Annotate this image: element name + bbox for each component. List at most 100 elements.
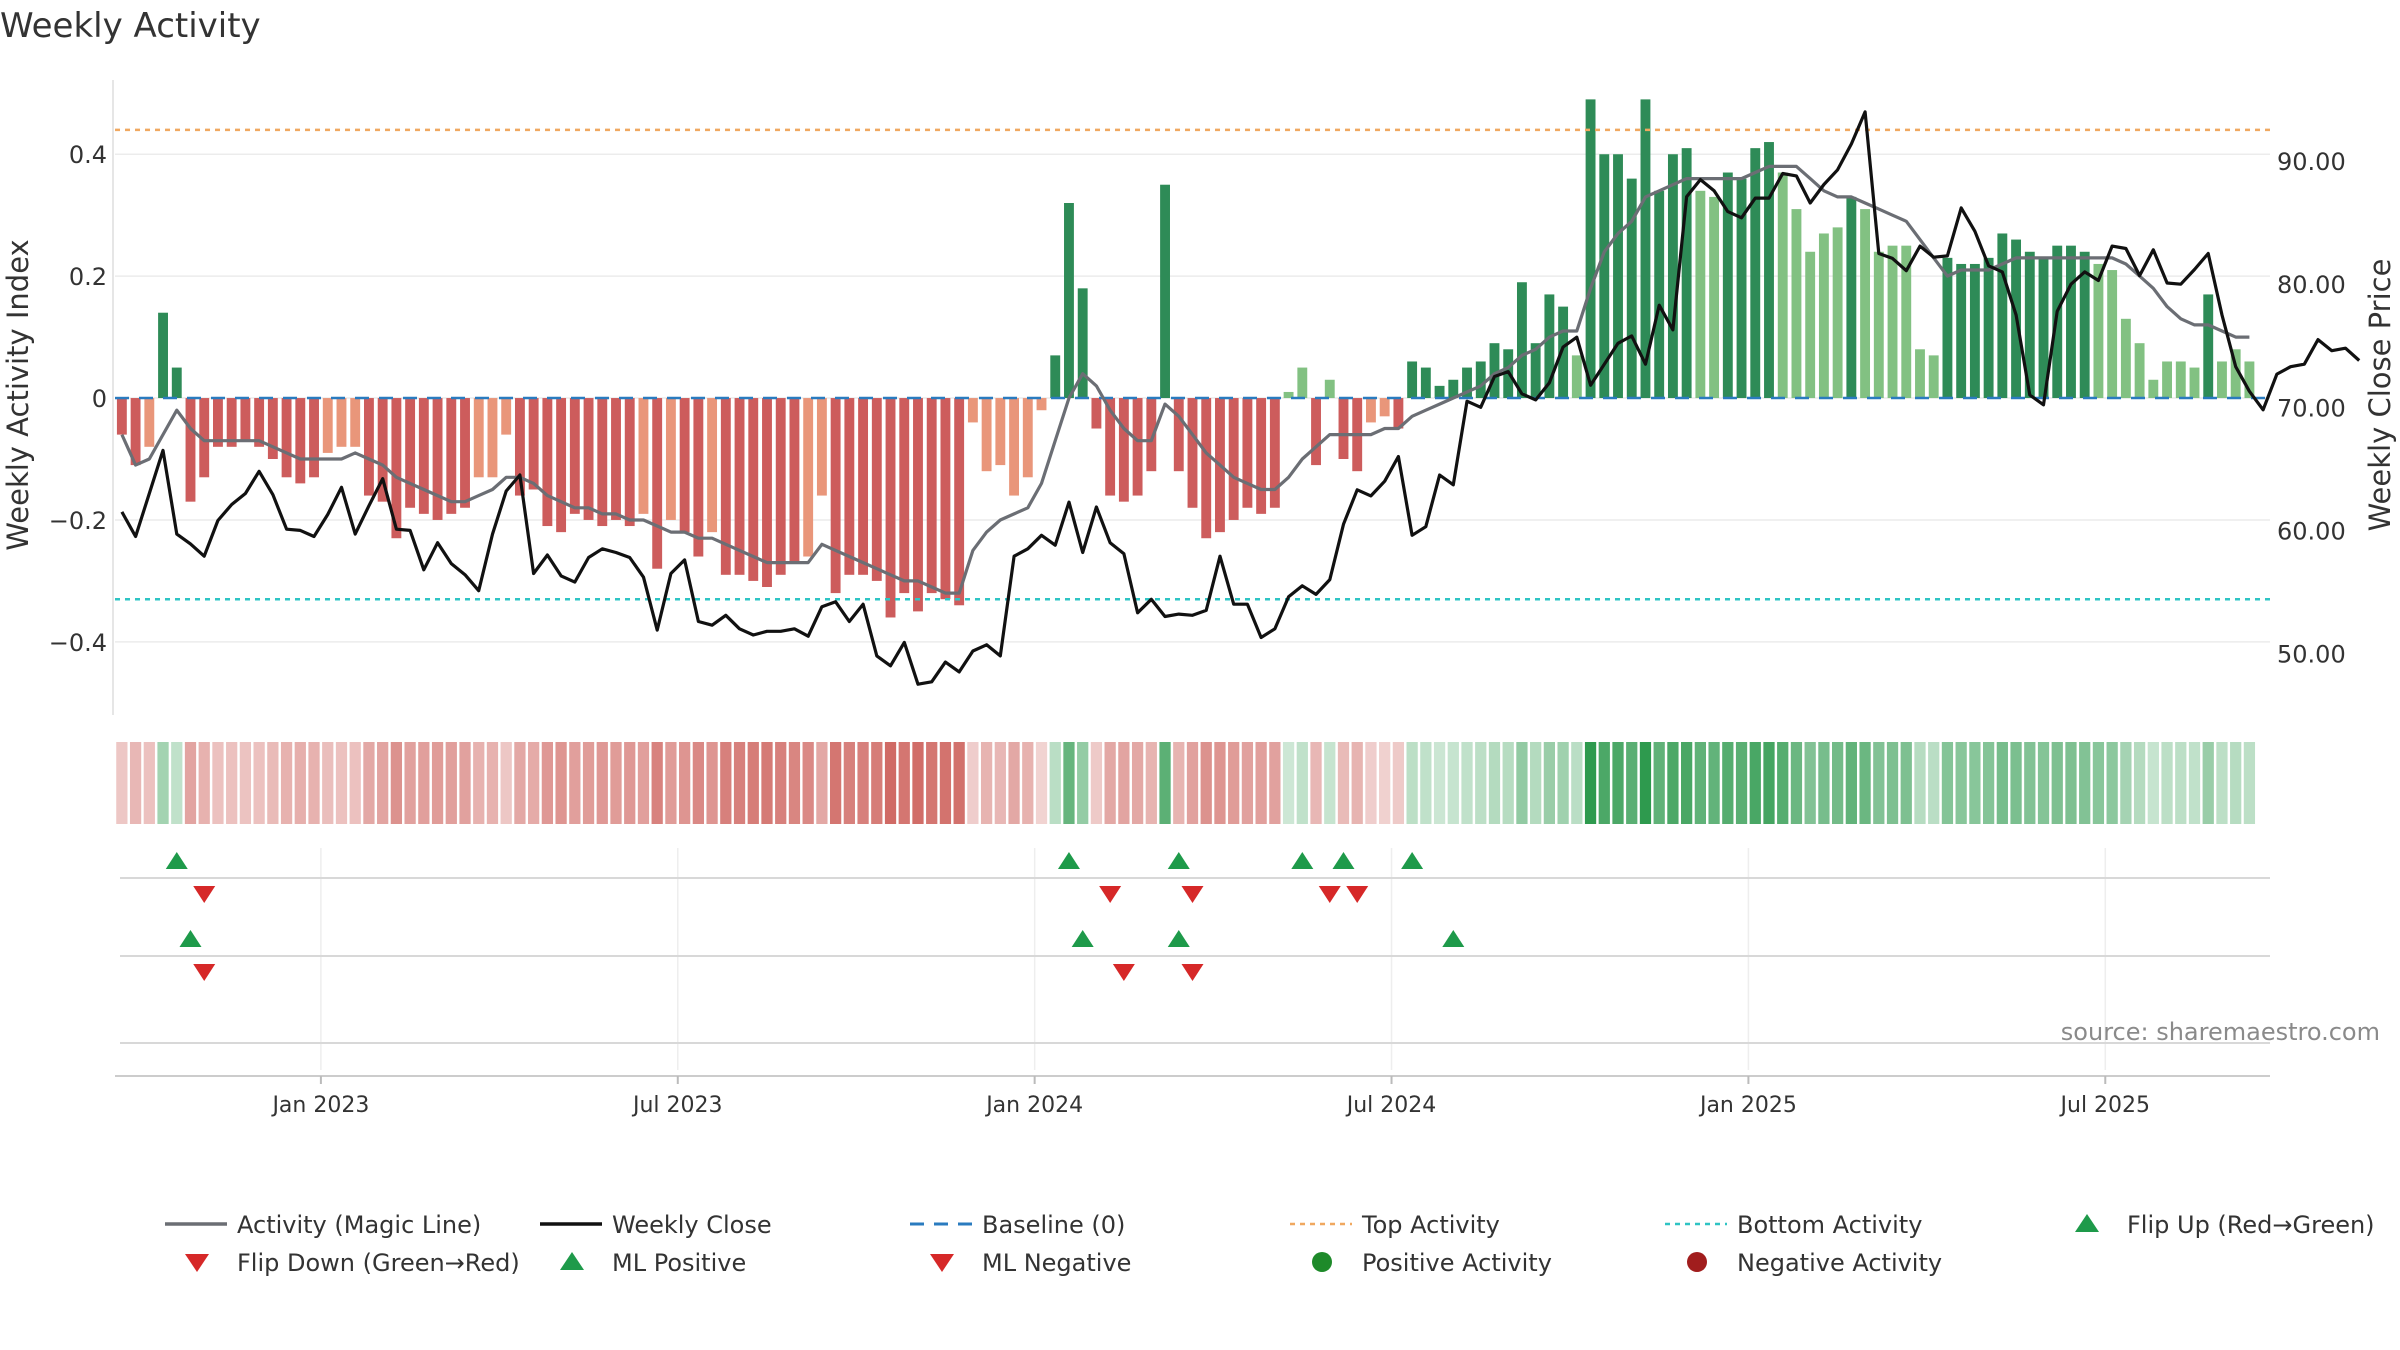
activity-bar [2162, 361, 2172, 399]
y-tick-left-label: −0.2 [49, 507, 107, 535]
activity-bar [1420, 367, 1431, 399]
heat-strip-cell [322, 742, 334, 824]
heat-strip-cell [431, 742, 444, 824]
activity-bar [926, 398, 937, 594]
series-lines [120, 110, 2361, 686]
activity-bar [309, 398, 319, 478]
heat-strip-cell [212, 742, 224, 824]
heat-strip-cell [1790, 742, 1803, 824]
heat-strip-cell [1282, 742, 1295, 824]
activity-bar [1256, 398, 1267, 514]
activity-bar [556, 398, 567, 533]
activity-bar [844, 398, 855, 575]
activity-bar [1928, 355, 1939, 399]
y-tick-right-label: 80.00 [2277, 271, 2346, 299]
activity-bar [1365, 398, 1376, 423]
activity-bar [1201, 398, 1212, 539]
legend-label: Negative Activity [1737, 1249, 1942, 1277]
triangle-up-marker [1332, 852, 1355, 869]
flip-markers [120, 852, 2270, 1044]
triangle-up-marker [1057, 852, 1080, 869]
heat-strip-cell [1063, 742, 1075, 824]
activity-bar [597, 398, 608, 527]
heat-strip-cell [1475, 742, 1487, 824]
triangle-up-marker [1071, 930, 1094, 947]
activity-bar [1942, 257, 1953, 399]
legend-swatch-circle [1312, 1252, 1332, 1272]
heat-strip-cell [610, 742, 622, 824]
activity-bar [1393, 398, 1404, 429]
legend-item: Top Activity [1290, 1211, 1500, 1239]
heat-strip-cell [596, 742, 608, 824]
activity-bar [1297, 367, 1308, 399]
heat-strip-cell [2161, 742, 2173, 824]
heat-strip-cell [1777, 742, 1789, 824]
activity-bar [871, 398, 882, 581]
activity-bar [1832, 227, 1843, 399]
activity-bar [1571, 355, 1582, 399]
heat-strip-cell [980, 742, 993, 824]
triangle-down-marker [193, 886, 216, 903]
activity-bar [2024, 251, 2035, 399]
heat-strip-cell [1118, 742, 1130, 824]
activity-bar [720, 398, 731, 575]
heat-strip-cell [2147, 742, 2159, 824]
heat-strip-cell [445, 742, 457, 824]
heat-strip-cell [569, 742, 581, 824]
heat-strip-cell [733, 742, 746, 824]
legend-swatch-triangle-up [560, 1252, 584, 1270]
heat-strip-cell [829, 742, 842, 824]
heat-strip-cell [1722, 742, 1734, 824]
heat-strip-cell [706, 742, 718, 824]
heat-strip-cell [1420, 742, 1432, 824]
heat-strip-cell [2243, 742, 2256, 824]
activity-bar [514, 398, 525, 496]
heat-strip-cell [486, 742, 499, 824]
x-tick-label: Jan 2025 [1698, 1093, 1797, 1118]
activity-bar [1873, 251, 1884, 399]
heat-strip-cell [1859, 742, 1871, 824]
heat-strip-cell [1653, 742, 1665, 824]
activity-bar [1009, 398, 1020, 496]
heat-strip-cell [1928, 742, 1940, 824]
activity-bar [954, 398, 965, 606]
legend-item: Positive Activity [1312, 1249, 1552, 1277]
heat-strip-cell [1214, 742, 1226, 824]
heat-strip-cell [1392, 742, 1405, 824]
activity-bar [2230, 349, 2241, 399]
activity-bar [1599, 154, 1610, 399]
activity-bar [130, 398, 141, 466]
heat-strip-cell [1612, 742, 1624, 824]
heat-strip-cell [1365, 742, 1377, 824]
activity-bar [473, 398, 484, 478]
activity-bar [1654, 190, 1665, 399]
heat-strip-cell [1447, 742, 1459, 824]
legend-item: Baseline (0) [910, 1211, 1125, 1239]
activity-bar [1242, 398, 1253, 508]
legend-label: ML Positive [612, 1249, 746, 1277]
heat-strip-cell [1900, 742, 1912, 824]
heat-strip-cell [1873, 742, 1885, 824]
legend-label: Top Activity [1361, 1211, 1500, 1239]
activity-bar [789, 398, 800, 563]
legend: Activity (Magic Line) Weekly Close Baselin… [165, 1211, 2375, 1277]
heat-strip-cell [1708, 742, 1720, 824]
activity-bar [1667, 154, 1678, 399]
heat-strip-cell [1379, 742, 1391, 824]
activity-bar [199, 398, 210, 478]
weekly-close-series [120, 110, 2361, 686]
heat-strip-cell [1145, 742, 1157, 824]
heat-strip-cell [1228, 742, 1240, 824]
heat-strip-cell [1735, 742, 1748, 824]
activity-bar [2079, 251, 2090, 399]
heat-strip-cell [1022, 742, 1034, 824]
activity-bar [2148, 379, 2159, 399]
heat-strip-cell [884, 742, 897, 824]
activity-bar [940, 398, 951, 600]
heat-strip-cell [2175, 742, 2187, 824]
activity-bar [748, 398, 759, 581]
legend-label: Weekly Close [612, 1211, 772, 1239]
activity-bar [2134, 343, 2145, 399]
activity-bar [981, 398, 992, 472]
activity-bar [295, 398, 306, 484]
